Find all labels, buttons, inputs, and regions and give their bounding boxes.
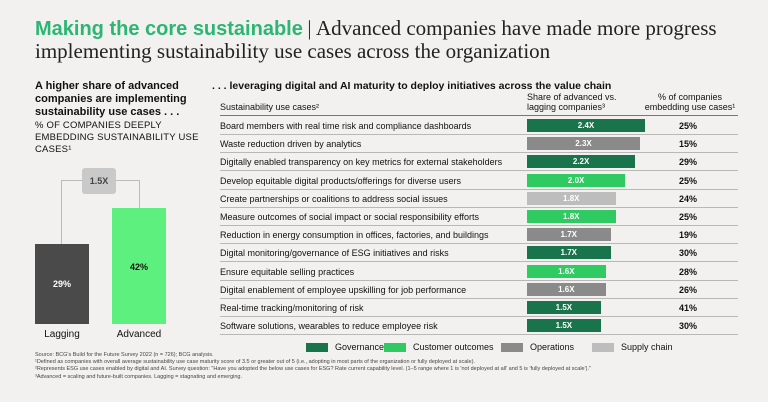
embedding-pct: 15% [678, 139, 697, 150]
share-bar: 1.8X [527, 191, 616, 205]
right-panel-heading: . . . leveraging digital and AI maturity… [212, 80, 612, 92]
use-case-label: Waste reduction driven by analytics [220, 139, 362, 150]
title-highlight: Making the core sustainable [35, 18, 303, 40]
column-header-use-cases: Sustainability use cases² [220, 102, 320, 112]
left-panel-heading: A higher share of advanced companies are… [35, 80, 187, 118]
embedding-pct: 28% [678, 266, 697, 277]
use-case-label: Reduction in energy consumption in offic… [220, 230, 489, 241]
legend-swatch-supply-chain [592, 342, 614, 352]
use-case-label: Measure outcomes of social impact or soc… [220, 212, 479, 222]
share-bar: 1.7X [527, 246, 611, 260]
share-bar: 1.5X [527, 301, 601, 314]
connector-right [116, 180, 140, 208]
table-row: Measure outcomes of social impact or soc… [220, 208, 738, 226]
use-case-label: Real-time tracking/monitoring of risk [220, 303, 364, 313]
use-case-label: Software solutions, wearables to reduce … [220, 321, 438, 332]
embedding-pct: 30% [678, 321, 697, 332]
embedding-pct: 26% [678, 284, 697, 295]
embedding-pct: 25% [678, 212, 697, 222]
column-header-share: Share of advanced vs. lagging companies³ [527, 92, 617, 112]
share-bar: 1.7X [527, 228, 611, 242]
table-row: Create partnerships or coalitions to add… [220, 190, 738, 208]
embedding-pct: 29% [678, 157, 697, 168]
use-case-label: Create partnerships or coalitions to add… [220, 193, 448, 204]
table-row: Software solutions, wearables to reduce … [220, 317, 738, 336]
legend-swatch-operations [501, 342, 523, 352]
use-case-label: Digitally enabled transparency on key me… [220, 157, 503, 168]
legend: Governance Customer outcomes Operations … [306, 342, 746, 354]
legend-item: Supply chain [592, 342, 673, 352]
use-case-label: Board members with real time risk and co… [220, 121, 472, 131]
table-row: Digital monitoring/governance of ESG ini… [220, 244, 738, 263]
share-bar: 1.6X [527, 282, 606, 296]
embedding-pct: 30% [678, 248, 697, 259]
legend-item: Customer outcomes [384, 342, 494, 352]
footnote-1: ¹Defined as companies with overall avera… [35, 359, 475, 366]
embedding-pct: 25% [678, 121, 697, 131]
multiplier-badge: 1.5X [82, 168, 116, 194]
left-panel-subheading: % OF COMPANIES DEEPLY EMBEDDING SUSTAINA… [35, 120, 199, 155]
legend-item: Operations [501, 342, 574, 352]
connector-left [61, 180, 82, 244]
share-bar: 1.6X [527, 264, 606, 278]
table-row: Reduction in energy consumption in offic… [220, 226, 738, 245]
table-row: Board members with real time risk and co… [220, 117, 738, 135]
use-case-label: Ensure equitable selling practices [220, 266, 355, 277]
embedding-pct: 25% [678, 175, 697, 186]
footnote-source: Source: BCG's Build for the Future Surve… [35, 352, 214, 358]
table-row: Digitally enabled transparency on key me… [220, 153, 738, 172]
table-row: Ensure equitable selling practices 1.6X 28… [220, 263, 738, 281]
table-row: Waste reduction driven by analytics 2.3X 1… [220, 135, 738, 154]
bar-lagging: 29% [35, 244, 89, 324]
legend-label: Supply chain [621, 342, 673, 352]
table-row: Develop equitable digital products/offer… [220, 172, 738, 190]
table-row: Real-time tracking/monitoring of risk 1.5… [220, 299, 738, 317]
legend-swatch-customer-outcomes [384, 342, 406, 352]
share-bar: 2.3X [527, 137, 641, 151]
header-divider [220, 115, 738, 116]
use-case-label: Digital monitoring/governance of ESG ini… [220, 248, 449, 259]
share-bar: 1.8X [527, 210, 616, 223]
legend-label: Customer outcomes [413, 342, 494, 352]
share-bar: 2.0X [527, 173, 626, 187]
use-case-label: Develop equitable digital products/offer… [220, 175, 461, 186]
title-separator: | [307, 16, 312, 40]
label-advanced: Advanced [116, 329, 162, 340]
label-lagging: Lagging [44, 329, 80, 340]
share-bar: 2.4X [527, 119, 645, 132]
share-bar: 2.2X [527, 155, 636, 169]
legend-label: Operations [530, 342, 575, 352]
column-header-pct: % of companies embedding use cases¹ [644, 92, 736, 112]
footnotes: Source: BCG's Build for the Future Surve… [35, 352, 755, 381]
footnote-3: ³Advanced = scaling and future-built com… [35, 373, 242, 380]
embedding-pct: 19% [678, 230, 697, 241]
title-rest: Advanced companies have made more progre… [35, 16, 717, 63]
share-bar: 1.5X [527, 319, 601, 333]
legend-item: Governance [306, 342, 384, 352]
page-title: Making the core sustainable | Advanced c… [35, 18, 755, 64]
embedding-pct: 24% [678, 193, 697, 204]
embedding-pct: 41% [678, 303, 697, 313]
legend-label: Governance [335, 342, 385, 352]
table-row: Digital enablement of employee upskillin… [220, 281, 738, 299]
footnote-2: ²Represents ESG use cases enabled by dig… [35, 366, 591, 373]
use-case-label: Digital enablement of employee upskillin… [220, 284, 467, 295]
legend-swatch-governance [306, 342, 328, 352]
bar-advanced: 42% [112, 208, 166, 324]
